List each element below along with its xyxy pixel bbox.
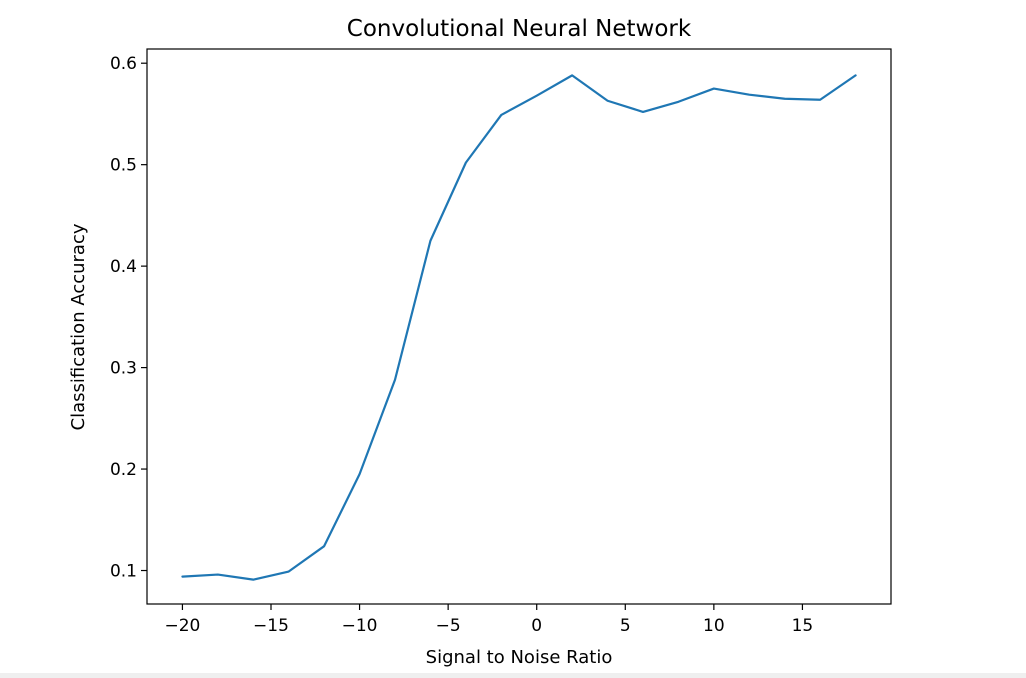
x-tick-label: −10 [342,616,378,636]
x-tick-label: 0 [531,616,542,636]
y-axis-label: Classification Accuracy [68,223,89,430]
x-tick-label: 10 [703,616,725,636]
x-tick-label: −20 [164,616,200,636]
x-tick-label: 15 [792,616,814,636]
x-tick-label: −15 [253,616,289,636]
plot-frame [146,48,892,605]
y-tick-label: 0.3 [110,359,137,379]
plot-area: −20 −15 −10 −5 0 5 10 15 0.1 0.2 0.3 0.4 0.5 0.6 [110,48,892,636]
y-tick-label: 0.4 [110,257,137,277]
chart-title: Convolutional Neural Network [347,16,692,42]
x-axis-label: Signal to Noise Ratio [426,647,613,668]
y-tick-label: 0.2 [110,460,137,480]
y-tick-label: 0.6 [110,54,137,74]
x-tick-label: −5 [436,616,461,636]
series-line [181,74,857,581]
x-tick-label: 5 [620,616,631,636]
y-tick-label: 0.5 [110,156,137,176]
y-tick-label: 0.1 [110,562,137,582]
window-bottom-edge [0,673,1026,678]
